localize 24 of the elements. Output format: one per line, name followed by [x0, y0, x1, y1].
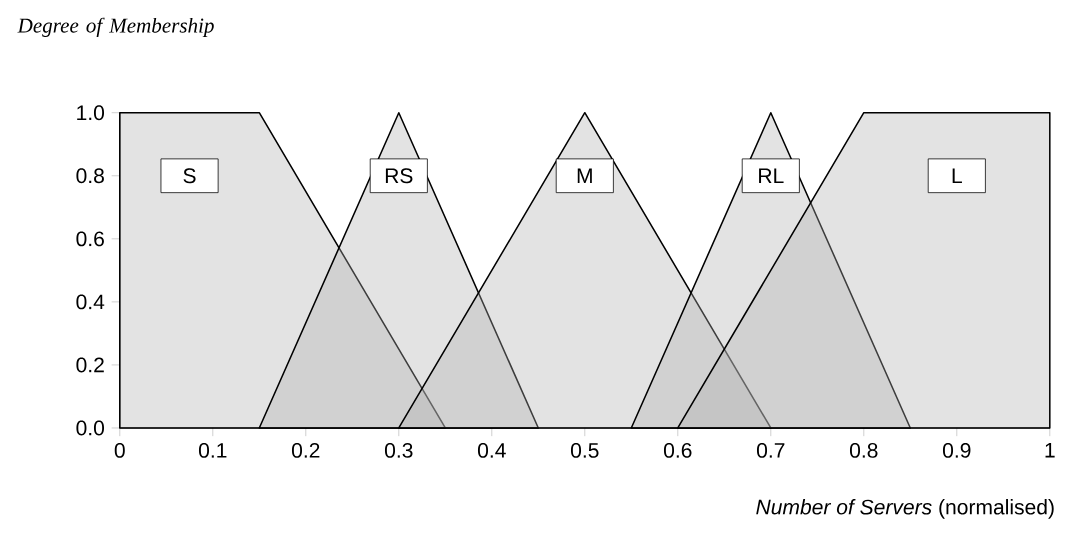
x-tick-label: 1 [1045, 443, 1055, 458]
x-tick-label: 0.8 [849, 443, 878, 458]
x-tick-label: 0.6 [663, 443, 692, 458]
series-label: S [183, 168, 196, 184]
series-label: L [952, 168, 962, 184]
series-label: M [577, 168, 592, 184]
series-label: RL [759, 168, 784, 184]
x-tick-label: 0.2 [291, 443, 320, 458]
x-tick-label: 0.9 [942, 443, 971, 458]
x-tick-label: 0 [114, 443, 125, 458]
series-label: RS [385, 168, 413, 184]
y-tick-label: 1.0 [77, 105, 105, 121]
y-tick-label: 0.0 [76, 420, 105, 436]
x-tick-label: 0.7 [756, 443, 785, 458]
y-axis-title: Degree of Membership [17, 17, 214, 38]
x-tick-label: 0.3 [384, 443, 413, 458]
x-tick-label: 0.5 [570, 443, 599, 458]
x-tick-label: 0.4 [477, 443, 506, 458]
x-axis-title: Number of Servers (normalised) [756, 499, 1054, 519]
y-tick-label: 0.8 [76, 168, 104, 184]
y-tick-label: 0.6 [76, 231, 104, 247]
x-tick-label: 0.1 [198, 443, 227, 458]
y-tick-label: 0.4 [76, 294, 105, 310]
y-tick-label: 0.2 [76, 357, 104, 373]
